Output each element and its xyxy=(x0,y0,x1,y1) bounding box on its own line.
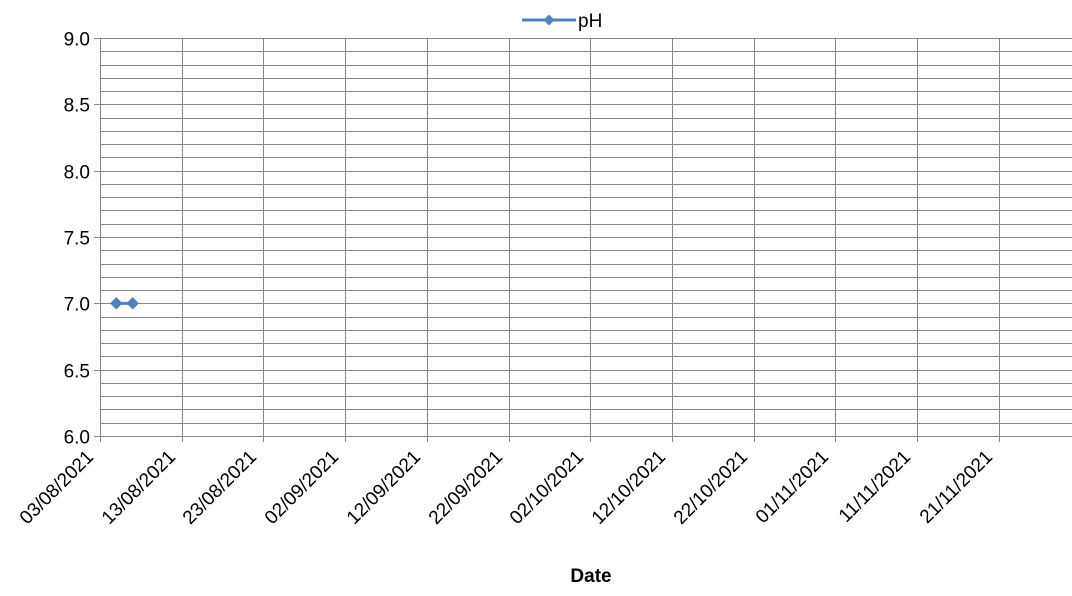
data-point xyxy=(126,297,139,310)
legend: pH xyxy=(522,11,602,32)
y-tick-label: 9.0 xyxy=(64,30,90,51)
y-tick-label: 6.0 xyxy=(64,428,90,449)
x-tick-label: 12/10/2021 xyxy=(588,447,670,529)
x-tick-label: 02/10/2021 xyxy=(506,447,588,529)
y-tick-label: 8.0 xyxy=(64,163,90,184)
x-tick-label: 23/08/2021 xyxy=(179,447,261,529)
x-tick-label: 11/11/2021 xyxy=(835,447,915,527)
x-axis-title: Date xyxy=(570,566,611,587)
y-tick-label: 6.5 xyxy=(64,362,90,383)
x-tick-label: 13/08/2021 xyxy=(98,447,180,529)
x-tick-label: 02/09/2021 xyxy=(261,447,343,529)
y-tick-label: 7.5 xyxy=(64,229,90,250)
grid xyxy=(100,38,1072,442)
y-tick-label: 7.0 xyxy=(64,295,90,316)
x-tick-label: 01/11/2021 xyxy=(752,447,833,528)
legend-label: pH xyxy=(578,11,602,32)
y-tick-label: 8.5 xyxy=(64,96,90,117)
legend-marker xyxy=(543,14,555,26)
series xyxy=(110,297,139,310)
x-tick-label: 22/09/2021 xyxy=(425,447,507,529)
x-tick-label: 22/10/2021 xyxy=(670,447,752,529)
x-tick-label: 12/09/2021 xyxy=(343,447,425,529)
data-point xyxy=(110,297,123,310)
x-tick-label: 03/08/2021 xyxy=(16,447,98,529)
x-tick-label: 21/11/2021 xyxy=(916,447,997,528)
